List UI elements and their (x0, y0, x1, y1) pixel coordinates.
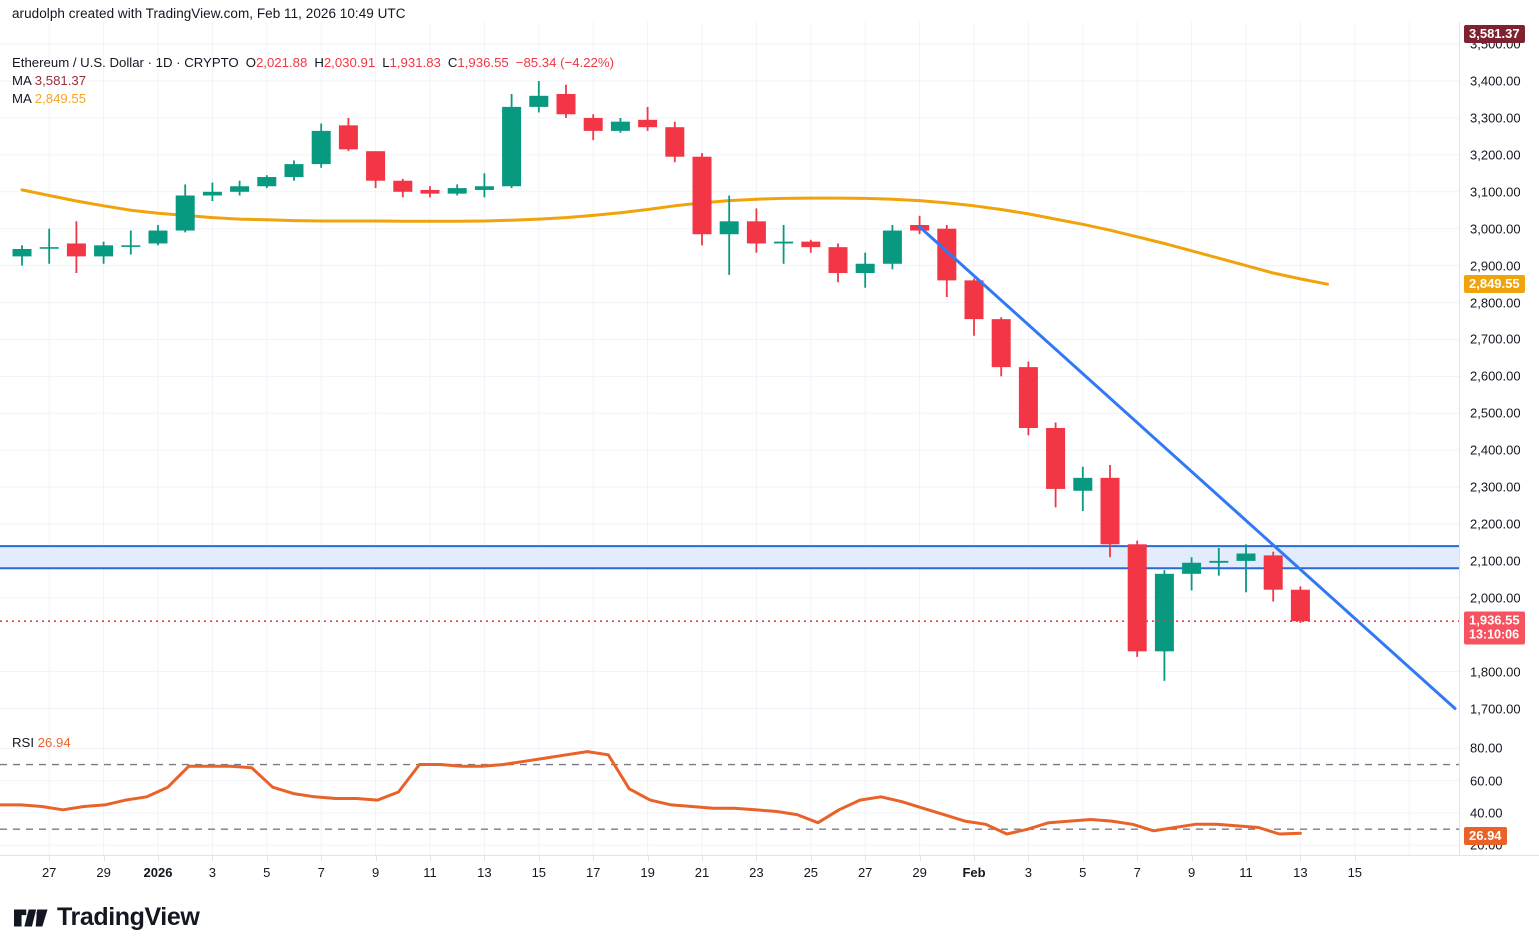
time-tick-mark (1191, 856, 1193, 861)
time-tick-label: 27 (41, 865, 57, 880)
time-tick-label: 23 (749, 865, 764, 880)
time-tick-label: 15 (1347, 865, 1363, 880)
chart-footer: TradingView (0, 891, 1539, 947)
rsi-indicator-svg (0, 729, 1459, 855)
price-tick-label: 3,300.00 (1470, 110, 1521, 126)
price-tick-label: 3,400.00 (1470, 73, 1521, 89)
time-tick-mark (1354, 856, 1356, 861)
time-tick-mark (484, 856, 486, 861)
time-tick-label: 13 (477, 865, 492, 880)
tradingview-logo[interactable]: TradingView (14, 903, 200, 932)
time-scale-axis[interactable]: 27 29 2026 3 5 7 9 11 13 15 17 19 21 23 25 27 29 Feb 3 5 7 9 1… (0, 855, 1539, 891)
time-tick-mark (919, 856, 921, 861)
time-tick-mark (1246, 856, 1247, 861)
time-tick-label: 27 (857, 865, 873, 880)
price-tick-label: 2,300.00 (1470, 479, 1521, 495)
tradingview-wordmark: TradingView (57, 903, 200, 931)
time-tick-mark (756, 856, 758, 861)
time-tick-label: 21 (694, 865, 710, 880)
last-price-badge-countdown: 13:10:06 (1469, 627, 1520, 642)
time-tick-mark (158, 856, 159, 861)
time-tick-mark (865, 856, 867, 861)
ma1-price-badge-value: 3,581.37 (1469, 26, 1520, 41)
time-tick-label: 3 (208, 865, 217, 880)
rsi-tick-label: 40.00 (1470, 805, 1503, 821)
price-candlestick-svg (0, 22, 1459, 727)
price-tick-label: 2,500.00 (1470, 405, 1521, 421)
time-tick-mark (538, 856, 540, 861)
time-tick-label: Feb (962, 865, 986, 880)
time-tick-label: 11 (423, 865, 437, 880)
price-tick-label: 2,800.00 (1470, 295, 1521, 311)
time-tick-mark (49, 856, 51, 861)
price-tick-label: 3,200.00 (1470, 147, 1521, 163)
ma2-price-badge[interactable]: 2,849.55 (1464, 275, 1525, 294)
time-tick-label: 29 (912, 865, 927, 880)
time-tick-label: 9 (371, 865, 380, 880)
price-tick-label: 3,000.00 (1470, 221, 1521, 237)
time-tick-label: 13 (1293, 865, 1308, 880)
time-tick-mark (1082, 856, 1084, 861)
time-tick-label: 5 (1079, 865, 1087, 880)
price-tick-label: 2,000.00 (1470, 590, 1521, 606)
time-tick-mark (593, 856, 595, 861)
time-tick-mark (430, 856, 431, 861)
time-tick-label: 2026 (143, 865, 173, 880)
price-tick-label: 1,700.00 (1470, 701, 1521, 717)
time-tick-label: 7 (1133, 865, 1141, 880)
price-tick-label: 2,900.00 (1470, 258, 1521, 274)
price-pane[interactable] (0, 22, 1459, 727)
time-tick-mark (702, 856, 703, 861)
time-tick-mark (810, 856, 812, 861)
time-tick-mark (1028, 856, 1030, 861)
rsi-tick-label: 60.00 (1470, 773, 1503, 789)
time-tick-mark (1137, 856, 1139, 861)
rsi-pane[interactable]: RSI 26.94 (0, 729, 1459, 855)
time-tick-mark (321, 856, 323, 861)
time-tick-mark (1300, 856, 1302, 861)
price-tick-label: 3,100.00 (1470, 184, 1521, 200)
last-price-badge-value: 1,936.55 (1469, 612, 1520, 628)
price-tick-label: 2,200.00 (1470, 516, 1521, 532)
time-tick-mark (266, 856, 268, 861)
time-tick-label: 3 (1024, 865, 1033, 880)
price-scale-axis[interactable]: 3,500.00 3,400.00 3,300.00 3,200.00 3,100.00… (1459, 22, 1539, 855)
time-tick-mark (974, 856, 975, 861)
time-tick-label: 25 (803, 865, 819, 880)
price-tick-label: 2,600.00 (1470, 368, 1521, 384)
time-tick-label: 11 (1239, 865, 1253, 880)
rsi-value-badge-value: 26.94 (1469, 828, 1502, 844)
time-tick-mark (647, 856, 649, 861)
price-tick-label: 2,400.00 (1470, 442, 1521, 458)
price-tick-label: 2,100.00 (1470, 553, 1521, 569)
time-tick-mark (212, 856, 214, 861)
price-tick-label: 2,700.00 (1470, 331, 1521, 347)
time-tick-label: 7 (317, 865, 325, 880)
time-tick-label: 9 (1187, 865, 1196, 880)
ma1-price-badge[interactable]: 3,581.37 (1464, 25, 1525, 43)
time-tick-mark (103, 856, 105, 861)
rsi-value-badge[interactable]: 26.94 (1464, 827, 1507, 846)
rsi-tick-label: 80.00 (1470, 740, 1503, 756)
time-tick-label: 19 (640, 865, 655, 880)
time-tick-mark (375, 856, 377, 861)
time-tick-label: 15 (531, 865, 547, 880)
last-price-badge[interactable]: 1,936.55 13:10:06 (1464, 611, 1525, 645)
time-tick-label: 29 (96, 865, 111, 880)
tradingview-logo-icon (14, 909, 48, 926)
chart-plot-area[interactable]: RSI 26.94 Ethereum / U.S. Dollar · 1D · … (0, 22, 1459, 855)
price-tick-label: 1,800.00 (1470, 664, 1521, 680)
attribution-text: arudolph created with TradingView.com, F… (12, 6, 406, 21)
time-tick-label: 5 (263, 865, 271, 880)
ma2-price-badge-value: 2,849.55 (1469, 276, 1520, 292)
time-tick-label: 17 (585, 865, 601, 880)
